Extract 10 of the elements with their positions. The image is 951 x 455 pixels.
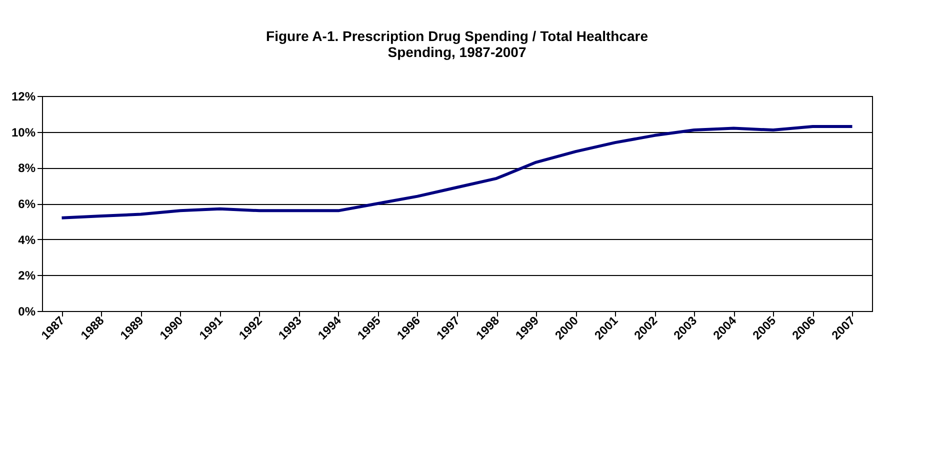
y-tick-label: 0% bbox=[18, 304, 36, 318]
text: Figure A-1. Prescription Drug Spending / Total Healthcare bbox=[266, 28, 648, 44]
y-tick-label: 12% bbox=[11, 90, 36, 104]
y-tick-label: 2% bbox=[18, 268, 36, 283]
y-tick-label: 6% bbox=[18, 197, 36, 211]
line-series bbox=[60, 124, 854, 220]
y-tick-label: 4% bbox=[18, 232, 36, 247]
y-tick-label: 8% bbox=[18, 161, 36, 176]
text: Spending, 1987-2007 bbox=[388, 44, 526, 60]
y-tick-label: 10% bbox=[11, 125, 36, 140]
